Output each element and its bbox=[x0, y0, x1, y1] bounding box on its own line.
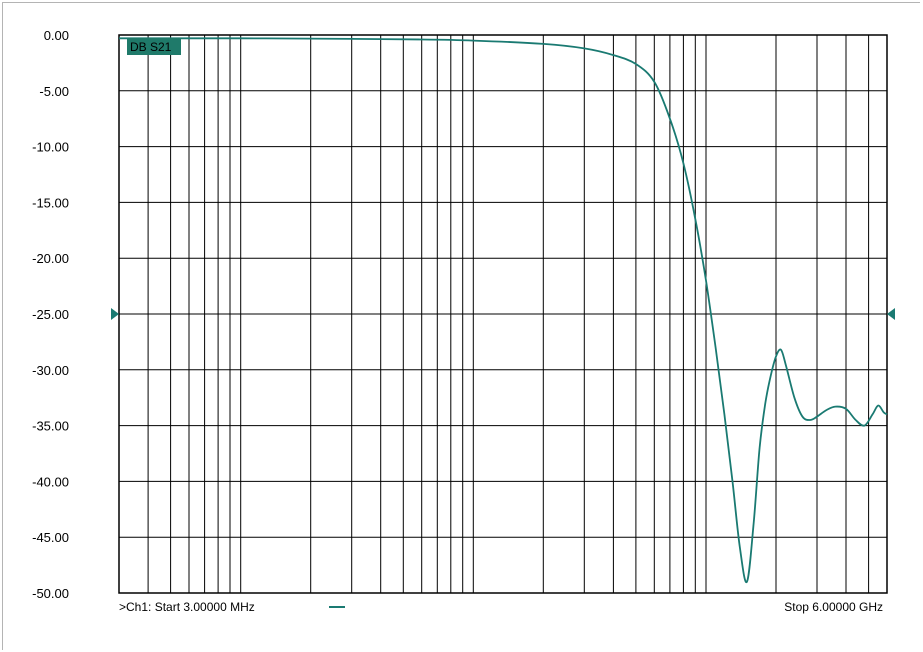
chart-background bbox=[3, 3, 921, 651]
y-tick-label: -5.00 bbox=[39, 84, 69, 99]
y-tick-label: -10.00 bbox=[32, 140, 69, 155]
y-tick-label: -35.00 bbox=[32, 419, 69, 434]
start-frequency-label: >Ch1: Start 3.00000 MHz bbox=[119, 600, 255, 614]
s21-chart: 0.00 -5.00 -10.00 -15.00 -20.00 -25.00 -30.00 -… bbox=[3, 3, 921, 651]
y-tick-label: -45.00 bbox=[32, 530, 69, 545]
grid bbox=[119, 34, 887, 594]
y-tick-label: -40.00 bbox=[32, 474, 69, 489]
stop-frequency-label: Stop 6.00000 GHz bbox=[784, 600, 883, 614]
trace-label-background bbox=[127, 38, 181, 55]
reference-marker-left[interactable] bbox=[111, 308, 119, 320]
reference-markers bbox=[111, 308, 895, 320]
y-tick-label: 0.00 bbox=[44, 28, 69, 43]
trace-label-badge[interactable]: DB S21 bbox=[127, 38, 181, 55]
y-tick-label: -30.00 bbox=[32, 363, 69, 378]
trace-label: DB S21 bbox=[130, 40, 172, 54]
s21-trace-line bbox=[119, 37, 888, 584]
y-tick-label: -50.00 bbox=[32, 586, 69, 601]
reference-marker-right[interactable] bbox=[887, 308, 895, 320]
y-tick-label: -15.00 bbox=[32, 195, 69, 210]
y-tick-labels: 0.00 -5.00 -10.00 -15.00 -20.00 -25.00 -30.00 -… bbox=[32, 28, 69, 601]
footer-bar: >Ch1: Start 3.00000 MHz Stop 6.00000 GHz bbox=[119, 600, 883, 614]
y-tick-label: -20.00 bbox=[32, 251, 69, 266]
y-tick-label: -25.00 bbox=[32, 307, 69, 322]
